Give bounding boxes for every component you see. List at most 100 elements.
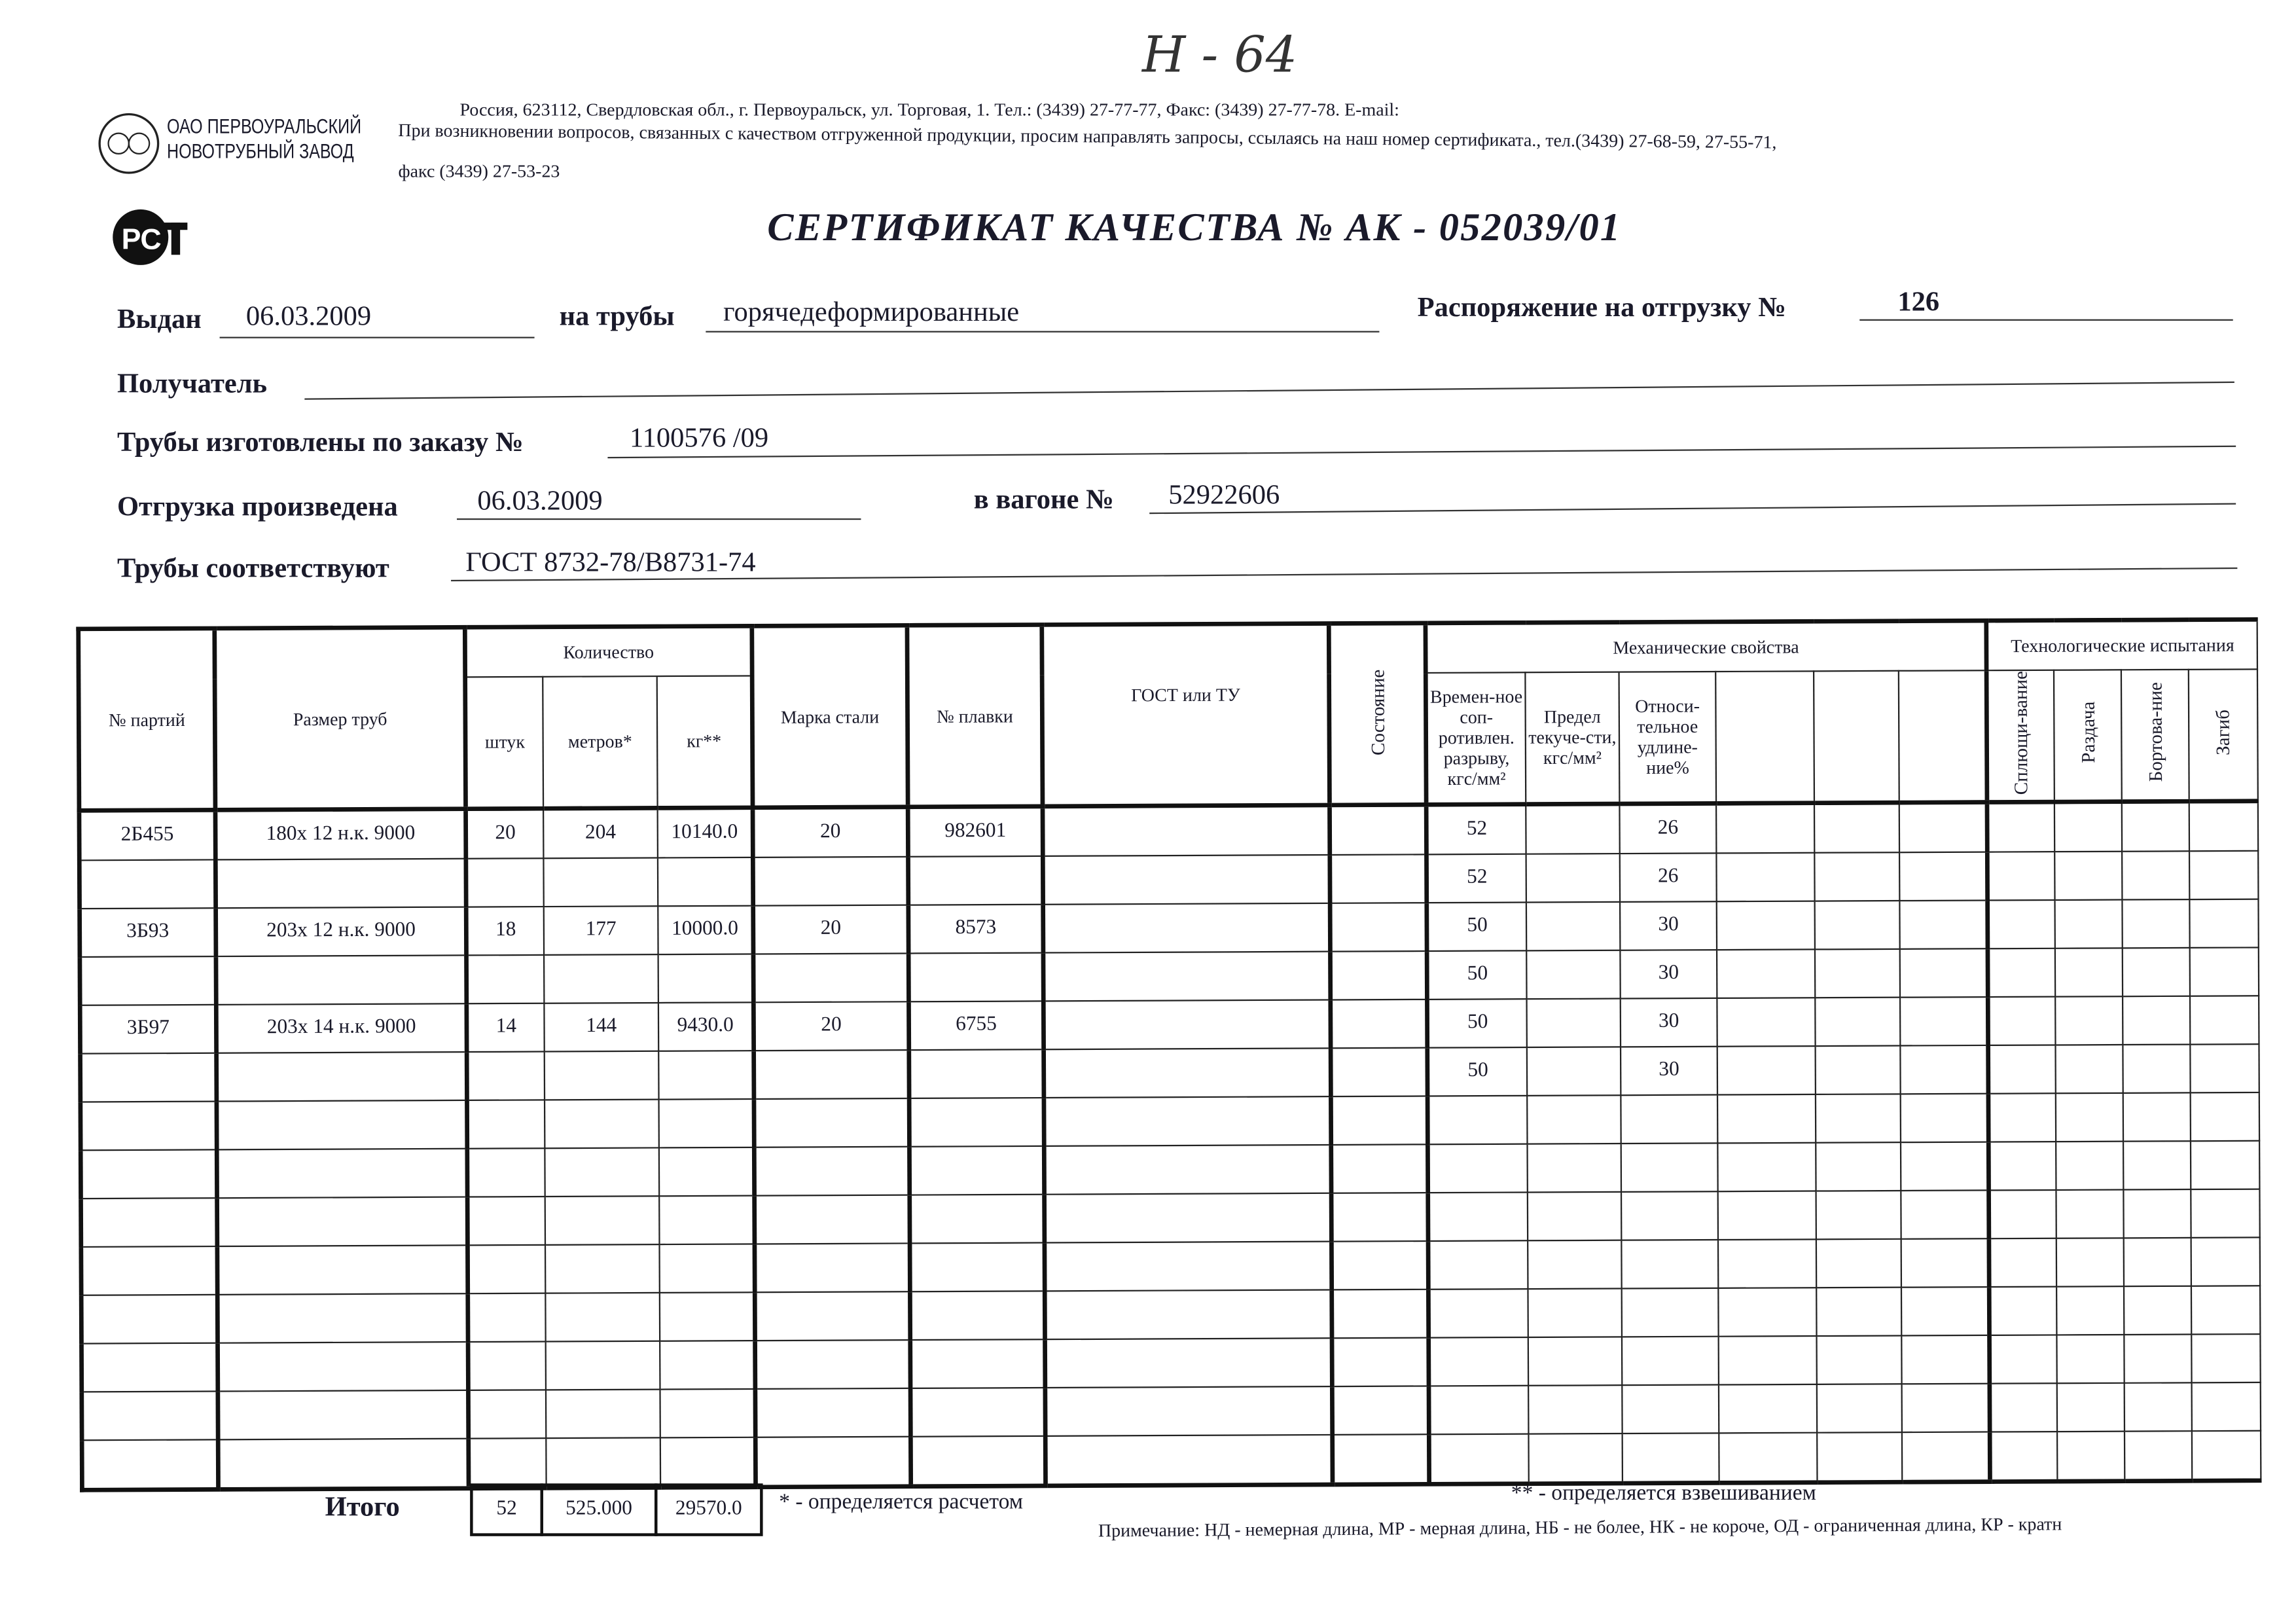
empty-cell [1621,1143,1718,1192]
empty-cell [1814,803,1900,853]
empty-cell [1988,1142,2056,1191]
header-flattening-text: Сплющи-вание [2009,671,2032,795]
shipped-date: 06.03.2009 [477,486,603,517]
empty-cell [82,1439,219,1490]
empty-cell [1816,1384,1902,1433]
empty-cell [1622,1384,1719,1434]
header-state-text: Состояние [1365,668,1388,755]
empty-cell [1329,854,1427,903]
empty-cell [1717,1239,1817,1288]
cell-heat: 8573 [908,904,1043,954]
empty-cell [1330,951,1427,1000]
empty-cell [2123,1237,2191,1287]
empty-cell [2054,851,2123,900]
empty-cell [1989,1286,2057,1335]
empty-cell [1527,1095,1621,1144]
empty-cell [1045,1386,1333,1436]
header-yield: Предел текуче-сти, кгс/мм² [1525,672,1620,804]
total-meters: 525.000 [540,1483,658,1536]
cell-meters: 144 [544,1002,659,1052]
empty-cell [1815,997,1901,1047]
empty-cell [2054,899,2123,948]
empty-cell [1044,1241,1332,1291]
cell-size [216,1052,467,1102]
shipping-order-label: Распоряжение на отгрузку № [1417,293,1786,324]
empty-cell [81,1391,219,1441]
empty-cell [1814,852,1900,901]
empty-cell [910,1435,1046,1487]
empty-cell [2056,1382,2125,1432]
cell-steel [753,953,909,1003]
header-pieces: штук [465,676,544,809]
empty-cell [1717,998,1816,1047]
header-row-1: № партий Размер труб Количество Марка ст… [78,619,2257,811]
empty-cell [1988,1238,2057,1288]
empty-cell [2191,1382,2261,1432]
empty-cell [2191,1286,2261,1335]
empty-cell [545,1196,660,1245]
cell-batch [79,859,216,909]
cell-size: 203х 12 н.к. 9000 [215,907,467,957]
empty-cell [659,1195,755,1245]
cell-heat [908,1049,1044,1098]
empty-cell [2123,1189,2191,1238]
empty-cell [1901,1432,1990,1483]
cell-meters [544,1051,659,1100]
empty-cell [1330,903,1427,952]
empty-cell [1621,1240,1719,1289]
empty-cell [467,1244,546,1294]
empty-cell [1329,804,1427,856]
cell-meters: 177 [543,906,658,955]
empty-cell [659,1244,755,1293]
empty-cell [910,1388,1046,1437]
header-bend: Загиб [2188,669,2258,802]
empty-cell [2123,1044,2191,1093]
wagon-number: 52922606 [1168,480,1280,511]
empty-cell [910,1291,1045,1341]
empty-cell [753,1098,910,1147]
empty-cell [545,1341,660,1390]
total-kg: 29570.0 [655,1483,763,1536]
empty-cell [217,1197,468,1247]
cell-kg [658,1051,754,1100]
empty-cell [218,1438,469,1490]
header-expansion-text: Раздача [2075,702,2098,764]
table-row [82,1430,2261,1490]
empty-cell [1427,1144,1528,1193]
cell-tensile: 50 [1426,902,1527,952]
cell-kg [657,857,753,907]
empty-cell [1987,948,2056,998]
empty-cell [1528,1433,1623,1484]
empty-cell [217,1148,468,1199]
empty-cell [2124,1382,2192,1432]
empty-cell [1716,901,1815,950]
company-name-line1: ОАО ПЕРВОУРАЛЬСКИЙ [167,114,362,138]
empty-cell [1900,1045,1988,1094]
empty-cell [216,1100,467,1150]
company-name-line2: НОВОТРУБНЫЙ ЗАВОД [167,139,354,163]
empty-cell [754,1243,910,1293]
header-kg: кг** [656,676,753,808]
empty-cell [1988,996,2056,1045]
empty-cell [1717,1094,1816,1144]
cell-tensile: 50 [1427,950,1527,1000]
empty-cell [1988,1093,2056,1142]
empty-cell [2189,996,2259,1045]
cell-batch [79,956,217,1005]
cell-batch: 3Б93 [79,908,216,957]
empty-cell [1526,950,1621,1000]
shipped-label: Отгрузка произведена [117,492,398,523]
empty-cell [909,1146,1045,1195]
empty-cell [2056,1334,2125,1384]
cell-kg: 10140.0 [657,807,753,858]
empty-cell [1901,1287,1990,1336]
empty-cell [1526,998,1621,1048]
empty-cell [1987,852,2055,901]
empty-cell [2122,899,2190,948]
empty-cell [1900,1093,1989,1143]
empty-cell [1428,1337,1529,1386]
empty-cell [1816,1190,1901,1240]
empty-cell [1330,999,1427,1049]
empty-cell [545,1292,660,1342]
empty-cell [1045,1338,1333,1388]
